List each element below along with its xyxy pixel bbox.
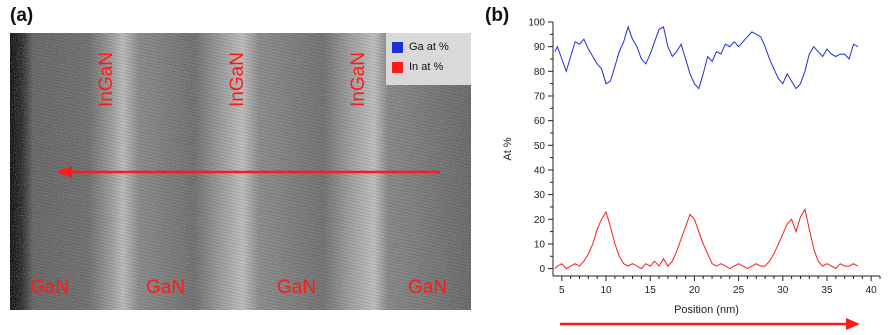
region-label-gan-3: GaN (277, 277, 317, 298)
y-tick-label: 80 (534, 67, 546, 78)
legend-swatch-in (392, 61, 403, 73)
micrograph-image (10, 33, 471, 310)
x-tick-label: 5 (559, 285, 565, 296)
series-in-line (554, 208, 859, 270)
x-tick-label: 25 (733, 285, 745, 296)
x-tick-label: 10 (600, 285, 612, 296)
panel-a-label: (a) (10, 5, 34, 26)
y-tick-label: 20 (534, 215, 546, 226)
x-tick-label: 15 (645, 285, 657, 296)
tem-micrograph: InGaN InGaN InGaN GaN GaN GaN GaN Ga at … (10, 33, 471, 310)
panel-b-label: (b) (485, 5, 510, 26)
y-axis-title: At % (502, 137, 514, 160)
x-tick-label: 20 (689, 285, 701, 296)
region-label-gan-4: GaN (408, 277, 448, 298)
micrograph-legend: Ga at % In at % (386, 33, 471, 85)
layer-label-ingan-1: InGaN (96, 52, 117, 107)
series-ga-line (554, 25, 859, 90)
y-tick-label: 40 (534, 165, 546, 176)
y-tick-label: 70 (534, 91, 546, 102)
composition-chart: 0 10 20 30 40 50 60 70 80 90 100 5 10 15 20 25 30 35 40 Pos… (480, 0, 889, 330)
x-axis-title: Position (nm) (674, 304, 739, 316)
legend-swatch-ga (392, 41, 403, 53)
y-tick-label: 90 (534, 42, 546, 53)
x-tick-label: 35 (821, 285, 833, 296)
layer-label-ingan-3: InGaN (348, 52, 369, 107)
chart-svg: 0 10 20 30 40 50 60 70 80 90 100 5 10 15 20 25 30 35 40 Pos… (502, 18, 881, 330)
y-tick-label: 50 (534, 141, 546, 152)
y-tick-label: 30 (534, 190, 546, 201)
scan-arrow-head (56, 166, 72, 178)
y-tick-label: 0 (539, 264, 545, 275)
legend-row-ga: Ga at % (392, 40, 449, 54)
legend-row-in: In at % (392, 60, 443, 74)
region-label-gan-1: GaN (30, 277, 70, 298)
x-tick-label: 40 (866, 285, 878, 296)
y-tick-label: 60 (534, 116, 546, 127)
y-tick-label: 100 (528, 18, 545, 29)
legend-label-ga: Ga at % (409, 41, 449, 53)
y-tick-label: 10 (534, 239, 546, 250)
direction-arrow-head (846, 318, 860, 330)
legend-label-in: In at % (409, 61, 444, 73)
region-label-gan-2: GaN (146, 277, 186, 298)
x-tick-label: 30 (777, 285, 789, 296)
layer-label-ingan-2: InGaN (227, 52, 248, 107)
